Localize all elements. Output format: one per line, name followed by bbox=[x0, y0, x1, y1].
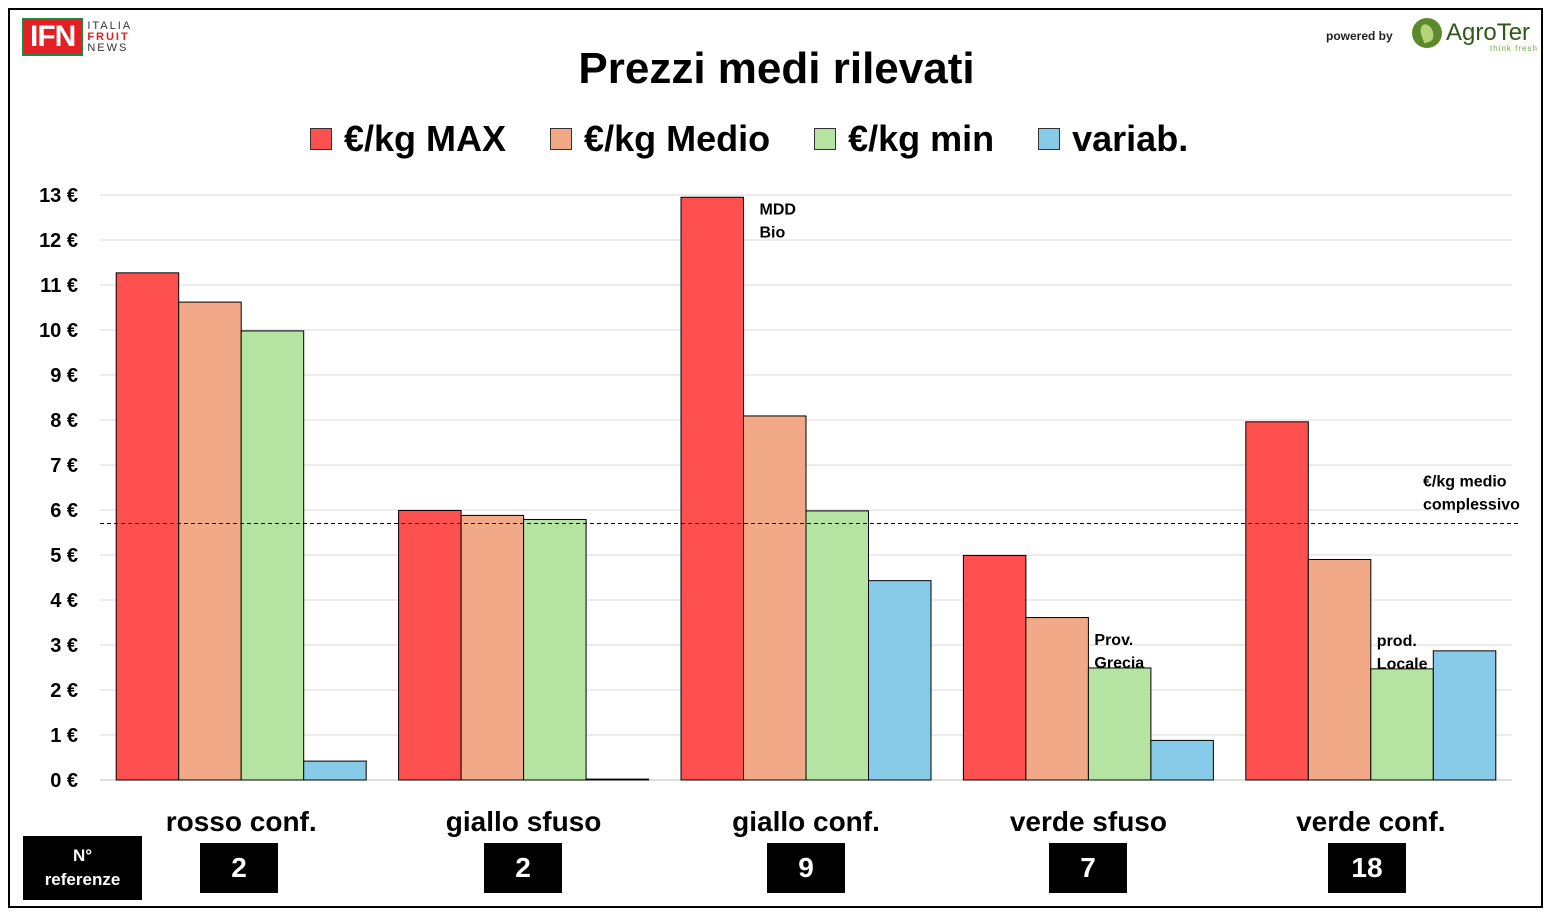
legend-label-max: €/kg MAX bbox=[344, 118, 507, 159]
reference-count-verde-conf: 18 bbox=[1328, 843, 1406, 893]
bar-verde-sfuso-variab-3 bbox=[1150, 739, 1214, 781]
y-tick-label: 11 € bbox=[40, 275, 78, 297]
category-label: verde sfuso bbox=[1010, 806, 1167, 837]
bar-giallo-conf-kg-min-2 bbox=[805, 510, 869, 781]
y-tick-label: 1 € bbox=[50, 725, 78, 747]
leaf-icon bbox=[1412, 18, 1442, 48]
bar-giallo-sfuso-kg-min-2 bbox=[523, 518, 587, 781]
legend-item-max: €/kg MAX bbox=[310, 118, 506, 160]
bar-verde-sfuso-kg-max-0 bbox=[962, 554, 1027, 781]
legend-item-min: €/kg min bbox=[814, 118, 994, 160]
y-tick-label: 13 € bbox=[39, 185, 78, 207]
reference-count-verde-sfuso: 7 bbox=[1049, 843, 1127, 893]
y-tick-label: 10 € bbox=[39, 320, 78, 342]
category-label: verde conf. bbox=[1296, 806, 1445, 837]
annotation-giallo-conf: Bio bbox=[760, 224, 786, 241]
legend-swatch-medio bbox=[550, 128, 573, 150]
y-tick-label: 5 € bbox=[50, 545, 78, 567]
bar-giallo-conf-kg-max-0 bbox=[680, 196, 744, 781]
bar-rosso-conf-variab-3 bbox=[303, 760, 367, 781]
ifn-tagline-2: FRUIT bbox=[87, 30, 130, 43]
legend-item-medio: €/kg Medio bbox=[550, 118, 770, 160]
y-tick-label: 9 € bbox=[50, 365, 78, 387]
legend-label-variab: variab. bbox=[1072, 118, 1189, 159]
legend-item-variab: variab. bbox=[1038, 118, 1188, 160]
references-header-line-2: referenze bbox=[44, 870, 121, 889]
legend-label-medio: €/kg Medio bbox=[584, 118, 771, 159]
chart-legend: €/kg MAX €/kg Medio €/kg min variab. bbox=[310, 118, 1232, 160]
chart-title: Prezzi medi rilevati bbox=[578, 44, 975, 93]
references-header-line-1: N° bbox=[72, 846, 93, 865]
chart-frame bbox=[8, 8, 1543, 908]
bar-giallo-sfuso-kg-max-0 bbox=[398, 509, 462, 781]
bar-verde-sfuso-kg-min-2 bbox=[1087, 667, 1152, 781]
legend-swatch-max bbox=[310, 128, 332, 150]
y-tick-label: 4 € bbox=[50, 590, 78, 612]
agroter-logo: AgroTer bbox=[1412, 18, 1530, 48]
legend-swatch-min bbox=[814, 128, 837, 150]
bar-verde-conf-kg-medio-1 bbox=[1307, 559, 1372, 781]
reference-count-rosso-conf: 2 bbox=[200, 843, 278, 893]
reference-count-giallo-sfuso: 2 bbox=[484, 843, 562, 893]
bar-giallo-sfuso-kg-medio-1 bbox=[460, 514, 525, 781]
category-label: rosso conf. bbox=[166, 806, 317, 837]
powered-by-label: powered by bbox=[1326, 29, 1393, 43]
ifn-logo: IFN ITALIA FRUIT NEWS bbox=[22, 18, 133, 56]
bar-rosso-conf-kg-medio-1 bbox=[178, 301, 242, 781]
agroter-tagline: think fresh bbox=[1490, 44, 1538, 53]
category-label: giallo sfuso bbox=[446, 806, 602, 837]
bar-rosso-conf-kg-min-2 bbox=[240, 330, 305, 781]
y-tick-label: 2 € bbox=[50, 680, 78, 702]
ifn-tagline-1: ITALIA bbox=[87, 19, 133, 32]
bar-rosso-conf-kg-max-0 bbox=[115, 272, 180, 781]
ifn-logo-mark: IFN bbox=[22, 18, 84, 56]
reference-line-label: €/kg medio bbox=[1423, 474, 1507, 491]
annotation-verde-sfuso: Grecia bbox=[1094, 655, 1144, 672]
reference-count-giallo-conf: 9 bbox=[767, 843, 845, 893]
y-tick-label: 0 € bbox=[50, 770, 78, 792]
bar-verde-conf-kg-max-0 bbox=[1245, 421, 1309, 781]
y-tick-label: 6 € bbox=[50, 500, 78, 522]
annotation-verde-conf: prod. bbox=[1377, 633, 1417, 650]
category-label: giallo conf. bbox=[732, 806, 880, 837]
bar-verde-sfuso-kg-medio-1 bbox=[1025, 617, 1089, 781]
reference-line-label: complessivo bbox=[1423, 497, 1520, 514]
legend-label-min: €/kg min bbox=[848, 118, 995, 159]
ifn-logo-tagline: ITALIA FRUIT NEWS bbox=[87, 19, 133, 54]
y-tick-label: 7 € bbox=[50, 455, 78, 477]
bar-verde-conf-kg-min-2 bbox=[1370, 668, 1434, 781]
bar-giallo-conf-variab-3 bbox=[868, 580, 932, 781]
y-tick-label: 8 € bbox=[50, 410, 78, 432]
legend-swatch-variab bbox=[1038, 128, 1061, 150]
bar-giallo-sfuso-variab-3 bbox=[585, 778, 650, 781]
bar-verde-conf-variab-3 bbox=[1432, 650, 1497, 781]
annotation-verde-sfuso: Prov. bbox=[1094, 632, 1133, 649]
ifn-tagline-3: NEWS bbox=[87, 41, 129, 54]
references-header: N° referenze bbox=[23, 836, 142, 900]
y-tick-label: 3 € bbox=[50, 635, 78, 657]
annotation-giallo-conf: MDD bbox=[760, 201, 796, 218]
bar-giallo-conf-kg-medio-1 bbox=[743, 415, 807, 781]
annotation-verde-conf: Locale bbox=[1377, 656, 1428, 673]
agroter-logo-name: AgroTer bbox=[1446, 19, 1531, 46]
y-tick-label: 12 € bbox=[39, 230, 78, 252]
